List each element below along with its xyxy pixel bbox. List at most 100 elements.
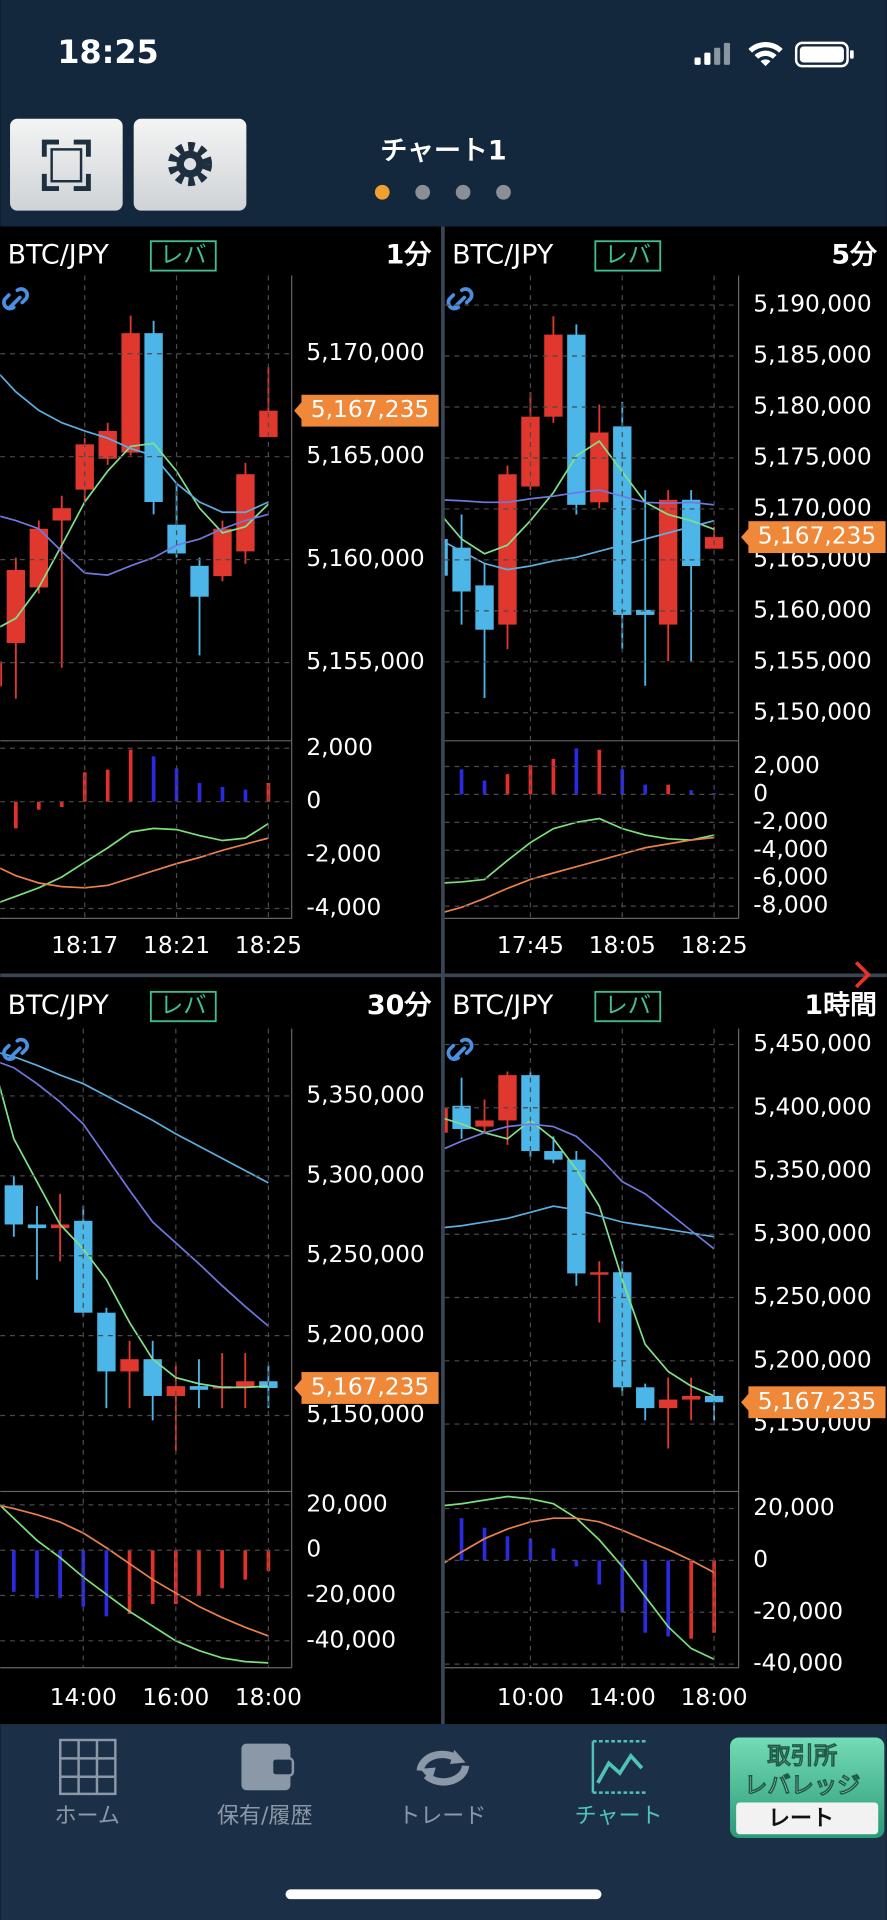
chart-panel: BTC/JPY レバ 1分 5,155,000 5,160,000 5,165,000 5,… [0,239,439,959]
candle-body [190,565,209,597]
plot-area [0,1052,278,1664]
macd-bar [220,1550,224,1589]
macd-bar [150,1550,155,1605]
candle-body [590,432,609,503]
last-price-pointer [294,1378,303,1398]
badge: レバ [605,241,652,268]
candle-body [590,1272,609,1275]
candle-body [659,1399,678,1409]
symbol: BTC/JPY [452,239,554,270]
macd-bar [243,789,248,802]
x-tick-label: 14:00 [589,1684,656,1711]
plot-area [444,316,724,913]
badge-frame [594,990,662,1023]
screen-title: チャート1 [380,135,506,166]
chart-tab[interactable] [591,1740,647,1794]
y-tick-label: 5,185,000 [753,342,871,369]
last-price-label: 5,167,235 [758,523,876,550]
chart-panel: BTC/JPY レバ 30分 5,150,000 5,200,000 5,250,000 5… [0,990,439,1711]
candle-body [613,1272,632,1388]
macd-bar [104,1550,109,1617]
moving-average [444,489,715,506]
macd-bar [712,793,716,795]
macd-bar [459,769,464,795]
candle-body [75,444,94,490]
next-arrow[interactable] [854,961,871,989]
last-price-box [301,394,439,427]
status-time: 18:25 [57,33,158,71]
candle-body [120,1359,139,1372]
macd-bar [505,1536,510,1561]
moving-average [0,513,269,576]
link-icon [446,1037,474,1061]
moving-average [0,1085,269,1389]
candle-body [50,1224,70,1229]
candle-body [144,333,163,502]
candle-body [236,1381,255,1388]
tab-label: ホーム [54,1804,119,1829]
macd-bar [551,758,556,795]
y-tick-label: 5,300,000 [306,1161,424,1188]
macd-line [0,837,269,889]
y-tick-label: 5,150,000 [306,1401,424,1428]
candle-body [444,538,448,576]
candle-body [0,661,3,687]
macd-bar [11,1550,16,1592]
symbol: BTC/JPY [8,990,110,1021]
home-tab[interactable] [59,1738,117,1796]
exchange-label: 取引所 [767,1743,837,1770]
candle-body [498,1075,517,1121]
last-price-label: 5,167,235 [311,396,429,423]
last-price-box [748,521,886,554]
badge-frame [149,990,217,1023]
candle-body [544,334,563,417]
y-tick-label: 5,160,000 [753,596,871,623]
macd-bar [482,1527,487,1561]
y-tick-label: 0 [753,1546,768,1573]
x-tick-label: 18:00 [235,1684,302,1711]
panels: BTC/JPY レバ 1分 5,155,000 5,160,000 5,165,000 5,… [0,239,886,1711]
macd-bar [689,790,693,795]
candle-body [681,1395,701,1400]
settings-button[interactable] [133,118,247,211]
badge: レバ [160,241,207,268]
holdings-tab[interactable] [241,1743,295,1791]
candle-body [97,1312,116,1372]
last-price-pointer [294,400,303,421]
rate-label: レート [768,1807,834,1832]
candle-body [567,1159,586,1274]
last-price-label: 5,167,235 [311,1373,429,1400]
y-tick-label: 2,000 [753,752,820,779]
candle-body [636,609,655,615]
y-tick-label: -6,000 [753,864,828,891]
macd-bar [105,769,110,802]
y-tick-label: 5,250,000 [753,1283,871,1310]
macd-bar [597,749,602,795]
macd-bar [482,780,487,795]
moving-average [0,442,269,628]
macd-line [444,1517,715,1574]
fullscreen-button[interactable] [10,118,123,211]
badge-frame [594,240,662,272]
timeframe: 1分 [386,239,433,270]
last-price-box [301,1372,439,1404]
x-tick-label: 14:00 [50,1684,117,1711]
macd-bar [620,769,625,795]
exchange-label: レバレッジ [744,1772,860,1799]
y-tick-label: 5,200,000 [753,1346,871,1373]
page-dots[interactable] [374,184,511,200]
candle-body [704,1395,724,1403]
y-tick-label: -2,000 [306,841,381,868]
x-tick-label: 16:00 [142,1684,209,1711]
trade-tab[interactable] [416,1749,470,1786]
y-tick-label: 5,180,000 [753,392,871,419]
candle-body [4,1185,24,1225]
candle-body [544,1151,563,1160]
x-tick-label: 18:00 [681,1684,748,1711]
exchange-button[interactable]: 取引所 レバレッジ レート [730,1737,885,1838]
moving-average [444,1205,715,1238]
y-tick-label: 5,165,000 [306,442,424,469]
link-icon [2,1037,29,1061]
candle-body [98,430,117,459]
